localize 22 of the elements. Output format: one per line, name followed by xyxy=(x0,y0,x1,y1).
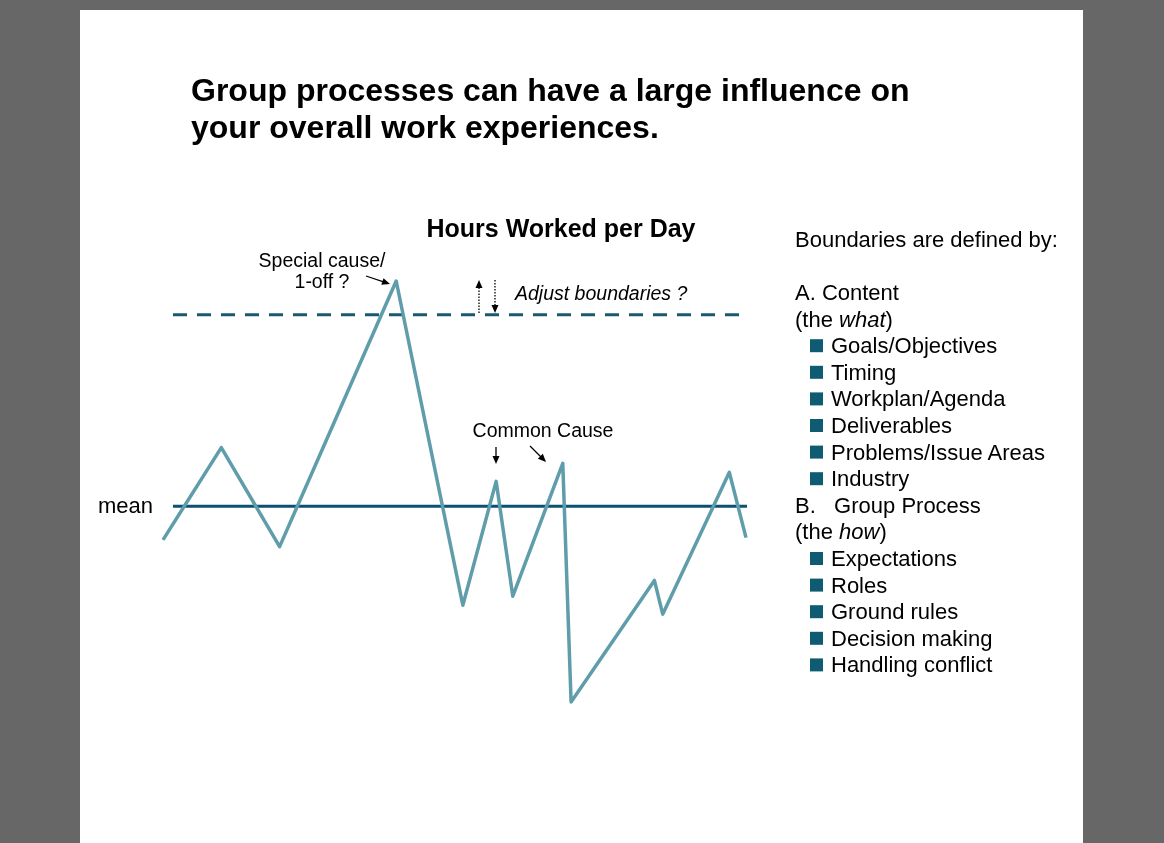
chart-title: Group processes can have a large influence on your overall work experiences. xyxy=(191,72,910,145)
text: Ground rules xyxy=(831,599,959,625)
text: Roles xyxy=(831,572,888,598)
text: Industry xyxy=(831,466,910,492)
ref-line-label: mean xyxy=(97,493,153,519)
chart-subtitle: Hours Worked per Day xyxy=(426,214,696,242)
text: Goals/Objectives xyxy=(831,333,998,359)
text: (the what) xyxy=(795,306,893,332)
text: Expectations xyxy=(831,546,957,571)
text: Decision making xyxy=(831,625,993,651)
text: Timing xyxy=(831,359,897,385)
text: A. Content xyxy=(795,280,899,305)
annotation: Special cause/ 1-off ? xyxy=(258,249,386,292)
annotation: Adjust boundaries ? xyxy=(514,282,688,304)
text: Boundaries are defined by: xyxy=(795,227,1058,252)
text: (the how) xyxy=(795,519,887,545)
text: Handling conflict xyxy=(831,652,993,678)
text: B. Group Process xyxy=(795,492,981,518)
text: Problems/Issue Areas xyxy=(831,439,1045,465)
annotation: Common Cause xyxy=(472,419,614,441)
text: Workplan/Agenda xyxy=(831,386,1007,412)
text: Deliverables xyxy=(831,413,953,438)
